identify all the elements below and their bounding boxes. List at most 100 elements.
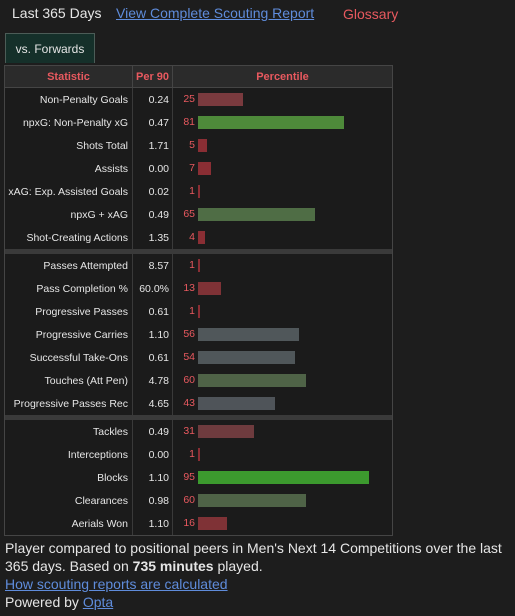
table-row: Passes Attempted 8.57 1: [5, 254, 392, 277]
table-row: Successful Take-Ons 0.61 54: [5, 346, 392, 369]
header-per90[interactable]: Per 90: [133, 66, 173, 87]
percentile-value: 16: [183, 517, 195, 529]
footer-description: Player compared to positional peers in M…: [5, 539, 510, 575]
stat-name: Clearances: [5, 489, 133, 512]
powered-by: Powered by Opta: [5, 593, 510, 611]
table-row: Pass Completion % 60.0% 13: [5, 277, 392, 300]
per90-value: 1.71: [133, 134, 173, 157]
percentile-value: 13: [183, 282, 195, 294]
percentile-bar: [198, 231, 205, 244]
percentile-cell: 43: [173, 392, 392, 415]
group-separator: [5, 249, 392, 254]
percentile-bar: [198, 259, 200, 272]
stat-name: Successful Take-Ons: [5, 346, 133, 369]
table-row: Progressive Passes 0.61 1: [5, 300, 392, 323]
stat-name: Interceptions: [5, 443, 133, 466]
percentile-value: 60: [183, 374, 195, 386]
percentile-cell: 56: [173, 323, 392, 346]
percentile-value: 65: [183, 208, 195, 220]
table-row: npxG + xAG 0.49 65: [5, 203, 392, 226]
percentile-value: 5: [189, 139, 195, 151]
table-row: Shots Total 1.71 5: [5, 134, 392, 157]
percentile-bar: [198, 208, 315, 221]
per90-value: 0.00: [133, 443, 173, 466]
per90-value: 0.24: [133, 88, 173, 111]
percentile-bar: [198, 448, 200, 461]
percentile-bar: [198, 517, 227, 530]
per90-value: 4.65: [133, 392, 173, 415]
stat-name: Shots Total: [5, 134, 133, 157]
table-row: Touches (Att Pen) 4.78 60: [5, 369, 392, 392]
percentile-value: 81: [183, 116, 195, 128]
percentile-cell: 25: [173, 88, 392, 111]
table-header: Statistic Per 90 Percentile: [5, 66, 392, 88]
header-bar: Last 365 Days View Complete Scouting Rep…: [12, 5, 512, 25]
stat-name: Shot-Creating Actions: [5, 226, 133, 249]
per90-value: 0.98: [133, 489, 173, 512]
percentile-bar: [198, 374, 306, 387]
percentile-cell: 81: [173, 111, 392, 134]
per90-value: 1.10: [133, 512, 173, 535]
percentile-value: 43: [183, 397, 195, 409]
percentile-cell: 5: [173, 134, 392, 157]
percentile-value: 7: [189, 162, 195, 174]
percentile-bar: [198, 116, 344, 129]
footer-text: Player compared to positional peers in M…: [5, 540, 502, 574]
table-row: Progressive Passes Rec 4.65 43: [5, 392, 392, 415]
percentile-bar: [198, 471, 369, 484]
view-scouting-report-link[interactable]: View Complete Scouting Report: [116, 5, 315, 21]
percentile-bar: [198, 425, 254, 438]
percentile-value: 60: [183, 494, 195, 506]
per90-value: 0.47: [133, 111, 173, 134]
table-row: Shot-Creating Actions 1.35 4: [5, 226, 392, 249]
powered-by-text: Powered by: [5, 594, 83, 610]
percentile-bar: [198, 282, 221, 295]
percentile-value: 1: [189, 305, 195, 317]
header-percentile[interactable]: Percentile: [256, 70, 309, 83]
percentile-value: 54: [183, 351, 195, 363]
tab-vs-forwards[interactable]: vs. Forwards: [5, 33, 95, 63]
per90-value: 1.35: [133, 226, 173, 249]
percentile-value: 1: [189, 185, 195, 197]
per90-value: 4.78: [133, 369, 173, 392]
percentile-cell: 60: [173, 489, 392, 512]
stat-name: Tackles: [5, 420, 133, 443]
percentile-value: 1: [189, 448, 195, 460]
minutes-played: 735 minutes: [132, 558, 214, 574]
percentile-cell: 13: [173, 277, 392, 300]
percentile-cell: 65: [173, 203, 392, 226]
percentile-cell: 1: [173, 180, 392, 203]
percentile-value: 1: [189, 259, 195, 271]
percentile-cell: 7: [173, 157, 392, 180]
per90-value: 1.10: [133, 323, 173, 346]
percentile-cell: 1: [173, 254, 392, 277]
period-label: Last 365 Days: [12, 5, 102, 21]
percentile-value: 56: [183, 328, 195, 340]
table-row: Clearances 0.98 60: [5, 489, 392, 512]
glossary-link[interactable]: Glossary: [343, 6, 399, 22]
per90-value: 1.10: [133, 466, 173, 489]
per90-value: 60.0%: [133, 277, 173, 300]
per90-value: 0.00: [133, 157, 173, 180]
opta-link[interactable]: Opta: [82, 594, 114, 610]
percentile-bar: [198, 397, 275, 410]
per90-value: 0.49: [133, 420, 173, 443]
stat-name: xAG: Exp. Assisted Goals: [5, 180, 133, 203]
table-row: Assists 0.00 7: [5, 157, 392, 180]
percentile-cell: 1: [173, 300, 392, 323]
stat-name: npxG + xAG: [5, 203, 133, 226]
percentile-value: 31: [183, 425, 195, 437]
percentile-bar: [198, 351, 295, 364]
per90-value: 0.49: [133, 203, 173, 226]
per90-value: 0.61: [133, 346, 173, 369]
how-scouting-reports-link[interactable]: How scouting reports are calculated: [5, 576, 228, 592]
percentile-bar: [198, 494, 306, 507]
percentile-bar: [198, 93, 243, 106]
stat-name: Progressive Passes Rec: [5, 392, 133, 415]
table-row: xAG: Exp. Assisted Goals 0.02 1: [5, 180, 392, 203]
header-statistic[interactable]: Statistic: [5, 66, 133, 87]
percentile-bar: [198, 185, 200, 198]
table-row: Interceptions 0.00 1: [5, 443, 392, 466]
table-row: Aerials Won 1.10 16: [5, 512, 392, 535]
stat-name: Aerials Won: [5, 512, 133, 535]
